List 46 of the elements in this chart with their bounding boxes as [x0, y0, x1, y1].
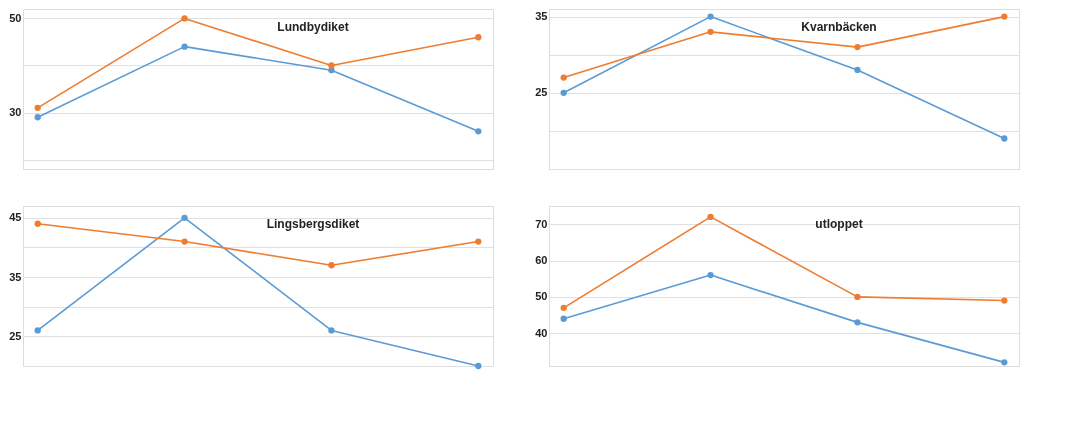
point — [1001, 359, 1008, 366]
text: utloppet — [815, 217, 863, 231]
y-tick-label: 40 — [535, 326, 548, 339]
point — [181, 43, 188, 50]
point — [328, 262, 335, 269]
point — [560, 304, 567, 311]
y-tick-label: 25 — [9, 329, 22, 342]
y-tick-label: 30 — [9, 106, 22, 119]
point — [475, 362, 482, 370]
point — [34, 220, 41, 227]
point — [707, 213, 714, 221]
y-tick-label: 50 — [9, 11, 22, 24]
point — [181, 15, 188, 22]
point — [34, 327, 41, 334]
point — [560, 74, 567, 81]
point — [707, 13, 714, 20]
point — [328, 327, 335, 334]
text: Lingsbergsdiket — [266, 217, 360, 231]
y-tick-label: 70 — [535, 217, 548, 230]
point — [181, 214, 188, 222]
text: Lundbydiket — [277, 20, 349, 34]
point — [34, 104, 41, 111]
point — [854, 293, 861, 301]
y-tick-label: 25 — [535, 86, 548, 99]
point — [854, 66, 861, 74]
text: Kvarnbäcken — [801, 20, 877, 34]
point — [560, 89, 567, 96]
point — [34, 114, 41, 121]
point — [181, 238, 188, 245]
point — [475, 238, 482, 245]
y-tick-label: 35 — [9, 270, 22, 283]
point — [854, 319, 861, 326]
point — [1001, 297, 1008, 304]
point — [1001, 135, 1008, 142]
point — [854, 43, 861, 51]
y-tick-label: 35 — [535, 10, 548, 23]
point — [560, 315, 567, 322]
point — [475, 128, 482, 135]
point — [475, 34, 482, 41]
point — [707, 271, 714, 279]
y-tick-label: 50 — [535, 290, 548, 303]
y-tick-label: 45 — [9, 211, 22, 224]
point — [1001, 13, 1008, 20]
y-tick-label: 60 — [535, 254, 548, 267]
point — [328, 62, 335, 69]
point — [707, 28, 714, 36]
